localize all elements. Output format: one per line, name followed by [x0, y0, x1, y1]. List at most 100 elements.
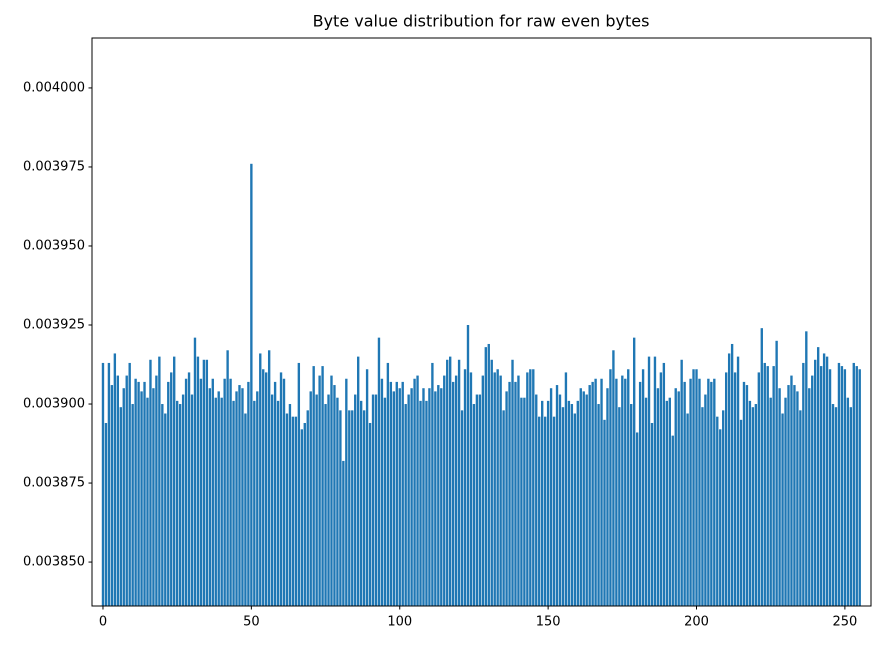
bar	[630, 404, 633, 606]
y-tick-label: 0.003975	[23, 159, 85, 174]
bar	[742, 381, 746, 606]
bar	[362, 410, 366, 606]
y-tick-label: 0.003950	[23, 238, 85, 253]
bar	[653, 356, 657, 606]
bar	[671, 435, 674, 606]
bar	[546, 400, 550, 606]
bar	[822, 353, 826, 606]
bar	[831, 404, 835, 606]
bar	[603, 419, 606, 606]
bar	[259, 353, 262, 606]
bar	[624, 378, 627, 606]
bar	[588, 385, 591, 606]
bar	[116, 375, 120, 606]
bar	[214, 397, 217, 606]
bar	[668, 397, 671, 606]
bar	[315, 394, 318, 606]
bar	[698, 378, 701, 606]
bar	[324, 404, 327, 606]
bar	[739, 419, 743, 606]
bar	[677, 391, 680, 606]
bar	[143, 381, 146, 606]
bar	[573, 413, 577, 606]
x-tick-label: 100	[387, 615, 412, 630]
bar	[211, 378, 214, 606]
bar	[184, 378, 188, 606]
bar	[576, 400, 579, 606]
bar	[339, 410, 342, 606]
bar	[825, 356, 829, 606]
bar	[386, 362, 390, 606]
bar	[395, 381, 398, 606]
bar	[635, 432, 639, 606]
bar	[552, 416, 556, 606]
bar	[173, 356, 176, 606]
bar	[763, 362, 766, 606]
bar	[170, 372, 173, 606]
bar	[262, 369, 265, 606]
bar	[517, 375, 520, 606]
bar	[701, 407, 704, 606]
bar	[125, 375, 128, 606]
bar	[478, 394, 482, 606]
bar	[383, 397, 387, 606]
bar	[178, 404, 182, 606]
bar	[449, 356, 452, 606]
bar	[535, 394, 538, 606]
bar	[727, 353, 731, 606]
bar	[819, 366, 823, 606]
bar	[549, 388, 553, 606]
bar	[612, 350, 615, 606]
bar	[345, 378, 348, 606]
bar	[828, 369, 832, 606]
y-tick-label: 0.003900	[23, 397, 85, 412]
bar	[306, 410, 309, 606]
bar	[751, 407, 755, 606]
bar	[309, 391, 312, 606]
bar	[208, 388, 212, 606]
bar	[484, 347, 487, 606]
bar	[199, 378, 203, 606]
bar	[618, 407, 621, 606]
bar	[650, 422, 654, 606]
bar	[683, 381, 686, 606]
bar	[840, 366, 844, 606]
bar	[508, 381, 511, 606]
bar	[781, 413, 784, 606]
bar	[837, 362, 841, 606]
bar	[205, 359, 209, 606]
bar	[852, 362, 855, 606]
bar	[849, 407, 853, 606]
x-tick-label: 150	[536, 615, 561, 630]
bar	[404, 404, 407, 606]
bar	[354, 394, 357, 606]
bar	[736, 356, 740, 606]
bar	[778, 388, 781, 606]
bar	[416, 375, 419, 606]
bar	[787, 385, 790, 606]
bar	[193, 337, 197, 606]
bar	[229, 378, 232, 606]
bar	[594, 378, 597, 606]
bars	[101, 163, 861, 606]
bar	[472, 404, 476, 606]
bar	[757, 372, 761, 606]
bar	[434, 391, 437, 606]
bar	[451, 381, 455, 606]
bar	[632, 337, 636, 606]
bar	[796, 391, 799, 606]
bar	[113, 353, 117, 606]
bar	[802, 362, 805, 606]
bar	[265, 372, 268, 606]
bar	[627, 369, 630, 606]
bar	[490, 359, 493, 606]
bar	[371, 394, 375, 606]
bar	[609, 369, 612, 606]
bar	[181, 394, 185, 606]
bar	[579, 388, 582, 606]
bar	[297, 362, 301, 606]
bar	[241, 388, 244, 606]
bar	[665, 400, 669, 606]
bar	[710, 381, 713, 606]
